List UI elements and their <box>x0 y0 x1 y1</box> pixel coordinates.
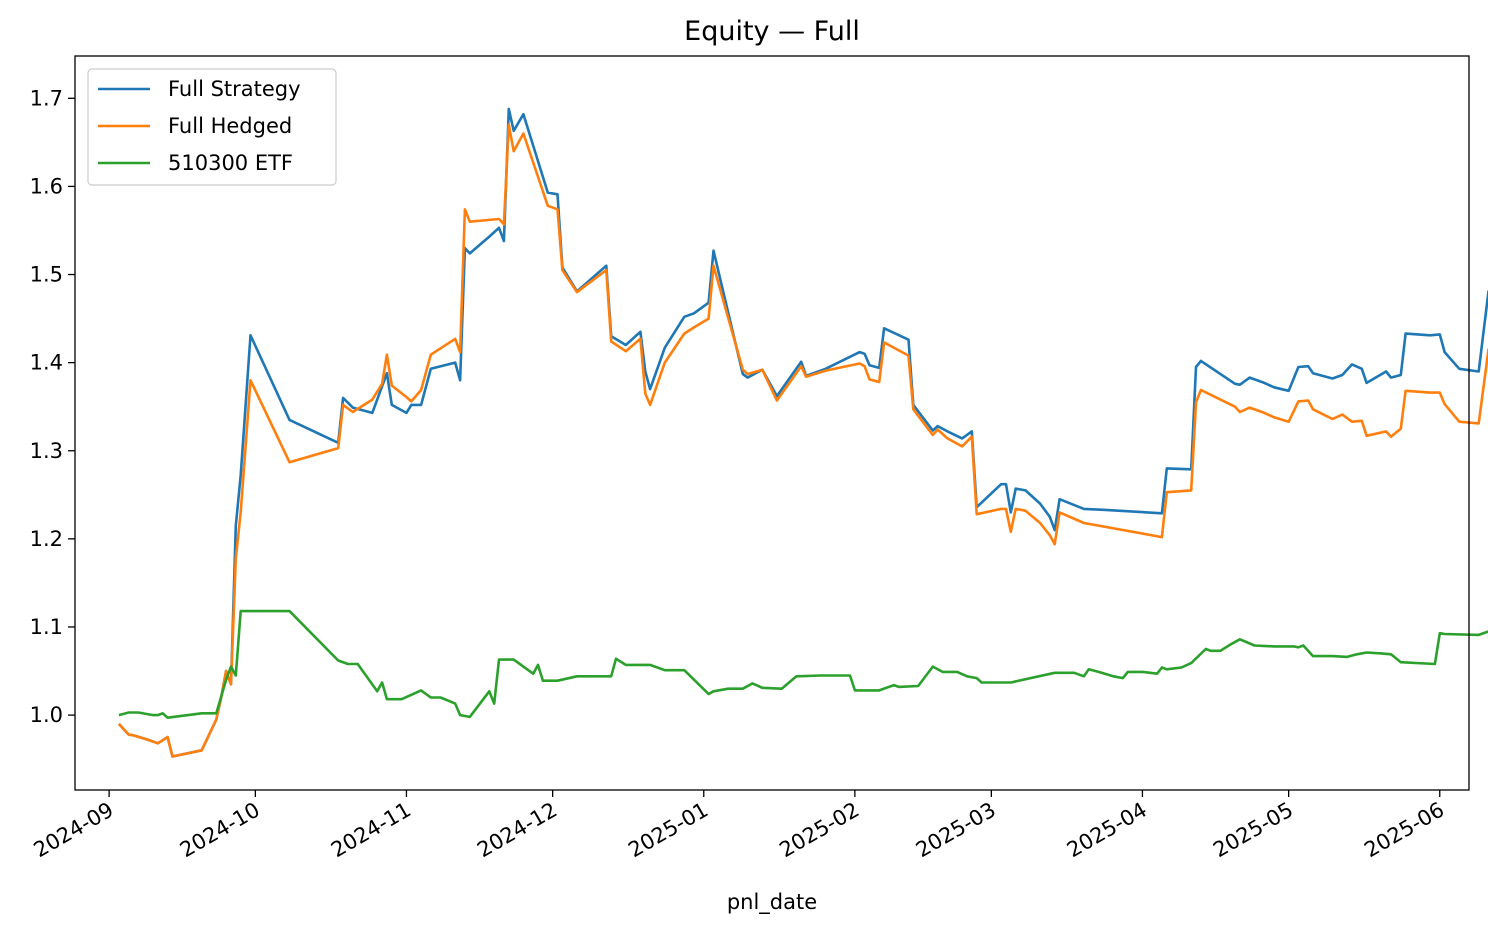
y-tick-label: 1.1 <box>30 615 63 639</box>
plot-frame <box>74 55 1470 791</box>
x-tick-label: 2024-12 <box>473 798 561 863</box>
series-line-2 <box>117 123 1488 758</box>
x-tick-label: 2025-01 <box>624 798 712 863</box>
chart-title: Equity — Full <box>684 16 860 47</box>
x-axis-label: pnl_date <box>727 890 817 915</box>
y-tick-label: 1.6 <box>30 174 63 198</box>
x-tick-label: 2024-09 <box>30 798 118 863</box>
legend-label-1: Full Strategy <box>168 77 301 101</box>
y-tick-label: 1.0 <box>30 703 63 727</box>
series-line-3 <box>118 609 1488 719</box>
y-tick-label: 1.2 <box>30 527 63 551</box>
legend-label-3: 510300 ETF <box>168 151 293 175</box>
x-tick-label: 2025-06 <box>1360 798 1448 863</box>
x-tick-label: 2024-10 <box>176 798 264 863</box>
x-tick-label: 2025-04 <box>1063 798 1151 863</box>
y-axis: 1.0 1.1 1.2 1.3 1.4 1.5 1.6 1.7 <box>30 86 75 727</box>
y-tick-label: 1.7 <box>30 86 63 110</box>
legend-box <box>87 68 337 186</box>
x-tick-label: 2024-11 <box>327 798 415 863</box>
x-tick-label: 2025-05 <box>1209 798 1297 863</box>
series-layer <box>117 107 1488 758</box>
x-axis: 2024-09 2024-10 2024-11 2024-12 2025-01 2025-… <box>30 790 1448 863</box>
x-tick-label: 2025-02 <box>775 798 863 863</box>
y-tick-label: 1.4 <box>30 351 63 375</box>
series-line-1 <box>117 107 1488 758</box>
legend-label-2: Full Hedged <box>168 114 292 138</box>
x-tick-label: 2025-03 <box>912 798 1000 863</box>
y-tick-label: 1.5 <box>30 263 63 287</box>
y-tick-label: 1.3 <box>30 439 63 463</box>
legend: Full Strategy Full Hedged 510300 ETF <box>87 68 337 186</box>
